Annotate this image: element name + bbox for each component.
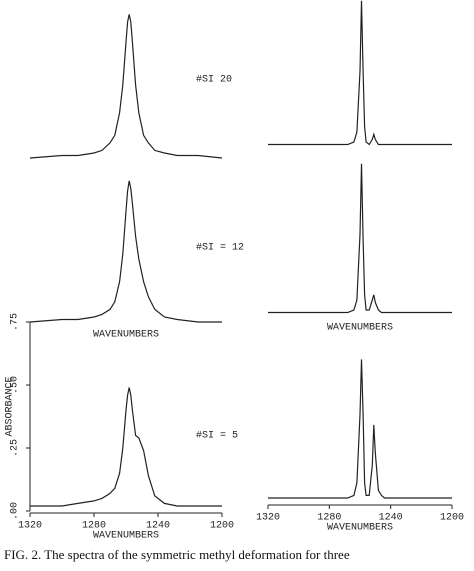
spectrum-line (268, 163, 452, 314)
x-axis-label: WAVENUMBERS (93, 531, 159, 542)
spectrum-line (30, 387, 222, 507)
spectrum-line (268, 0, 452, 146)
y-tick-label: .25 (10, 439, 21, 457)
x-tick-label: 1200 (210, 521, 234, 532)
x-tick-label: 1240 (379, 513, 403, 524)
x-tick-label: 1240 (146, 521, 170, 532)
spectrum-line (29, 180, 222, 323)
x-axis-label: WAVENUMBERS (327, 523, 393, 534)
annotation: #SI = 5 (196, 431, 238, 442)
y-tick-label: .75 (10, 313, 21, 331)
y-tick-label: .50 (10, 376, 21, 394)
spectrum-line (29, 14, 223, 159)
x-axis-label: WAVENUMBERS (327, 323, 393, 334)
x-tick-label: 1280 (317, 513, 341, 524)
annotation: #SI 20 (196, 75, 232, 86)
x-tick-label: 1320 (256, 513, 280, 524)
x-axis-label: WAVENUMBERS (93, 330, 159, 341)
x-tick-label: 1200 (440, 513, 464, 524)
annotation: #SI = 12 (196, 243, 244, 254)
x-tick-label: 1280 (82, 521, 106, 532)
spectrum-line (268, 359, 452, 499)
x-tick-label: 1320 (18, 521, 42, 532)
caption: FIG. 2. The spectra of the symmetric met… (4, 547, 350, 562)
y-axis-label: ABSORBANCE (5, 376, 16, 436)
y-tick-label: .00 (10, 502, 21, 520)
